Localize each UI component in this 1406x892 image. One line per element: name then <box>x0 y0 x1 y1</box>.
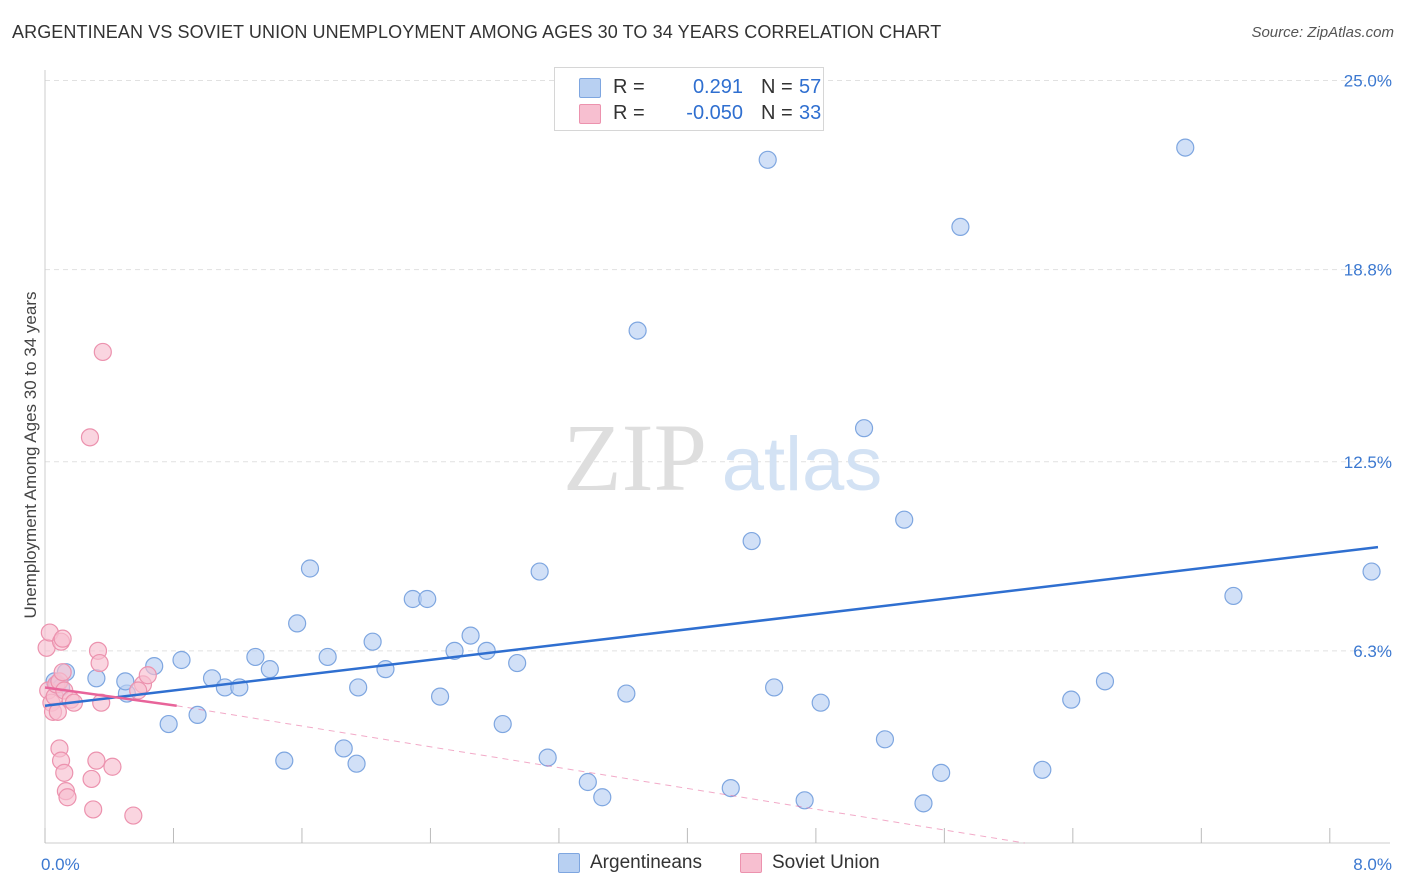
argentineans-point <box>159 714 178 734</box>
argentineans-point <box>418 589 437 609</box>
argentineans-point <box>1362 562 1381 581</box>
argentineans-point <box>275 751 294 770</box>
argentineans-point <box>811 693 830 712</box>
argentineans-point <box>721 778 740 798</box>
argentineans-point <box>854 419 874 438</box>
argentineans-point <box>246 647 265 667</box>
argentineans-point <box>461 626 480 645</box>
soviet-union-point <box>84 800 103 819</box>
scatter-points <box>37 138 1381 825</box>
x-tick-label: 8.0% <box>1353 855 1392 874</box>
argentineans-point <box>116 672 135 691</box>
legend-n-label: N = <box>761 102 793 124</box>
legend-swatch-pink <box>740 853 762 873</box>
argentineans-point <box>758 150 777 169</box>
watermark: ZIP atlas <box>563 404 882 511</box>
argentineans-point <box>493 714 512 734</box>
argentineans-point <box>593 788 612 807</box>
argentineans-point <box>260 660 279 679</box>
trend-lines <box>44 545 1379 844</box>
axis-labels: 6.3% 12.5% 18.8% 25.0% 0.0% 8.0% <box>41 72 1392 875</box>
chart-title: ARGENTINEAN VS SOVIET UNION UNEMPLOYMENT… <box>12 22 942 42</box>
argentineans-point <box>87 669 106 688</box>
argentineans-point <box>363 632 382 651</box>
legend-r-value: -0.050 <box>686 102 743 124</box>
argentineans-point <box>376 660 395 679</box>
soviet-union-point <box>103 757 122 776</box>
source-label: Source: ZipAtlas.com <box>1251 24 1394 41</box>
argentineans-point <box>172 650 191 670</box>
y-tick-label: 18.8% <box>1344 261 1392 280</box>
argentineans-point <box>318 647 337 667</box>
legend-n-value: 33 <box>799 102 822 124</box>
legend-swatch-blue <box>558 853 580 873</box>
soviet-union-point <box>58 788 77 807</box>
correlation-legend: R = 0.291 N = 57 R = -0.050 N = 33 <box>554 67 824 131</box>
argentineans-point <box>347 754 366 773</box>
y-axis-title: Unemployment Among Ages 30 to 34 years <box>21 292 40 619</box>
watermark-atlas: atlas <box>722 422 883 507</box>
axes <box>44 70 1390 844</box>
soviet-union-point <box>90 653 109 673</box>
soviet-union-trend-line <box>44 686 177 707</box>
argentineans-point <box>300 559 320 578</box>
soviet-union-point <box>53 663 72 682</box>
soviet-union-point <box>53 629 72 648</box>
watermark-zip: ZIP <box>563 404 707 511</box>
argentineans-trend-line <box>44 545 1379 707</box>
legend-n-label: N = <box>761 76 793 98</box>
y-tick-label: 25.0% <box>1344 72 1392 91</box>
argentineans-point <box>951 217 970 236</box>
legend-label-argentineans: Argentineans <box>590 852 702 873</box>
legend-r-value: 0.291 <box>692 76 743 98</box>
argentineans-point <box>875 730 895 749</box>
argentineans-point <box>430 687 450 706</box>
legend-n-value: 57 <box>799 76 822 98</box>
soviet-union-point <box>80 428 100 447</box>
argentineans-point <box>578 772 597 792</box>
argentineans-point <box>914 794 933 813</box>
legend-r-label: R = <box>613 76 645 98</box>
argentineans-point <box>445 641 464 660</box>
argentineans-point <box>508 653 527 673</box>
argentineans-point <box>477 641 496 660</box>
argentineans-point <box>1062 690 1081 709</box>
argentineans-point <box>1033 760 1052 779</box>
soviet-union-point <box>138 666 157 685</box>
x-tick-label: 0.0% <box>41 855 80 874</box>
argentineans-point <box>334 739 353 758</box>
soviet-union-trend-line-extension <box>176 705 1025 844</box>
argentineans-point <box>1224 586 1243 606</box>
legend-swatch-blue <box>579 78 601 98</box>
soviet-union-point <box>124 806 143 825</box>
soviet-union-point <box>55 763 74 782</box>
grid-lines <box>45 80 1390 652</box>
argentineans-point <box>628 321 647 340</box>
argentineans-point <box>765 678 784 697</box>
legend-r-label: R = <box>613 102 645 124</box>
argentineans-point <box>617 684 636 703</box>
argentineans-point <box>1176 138 1195 157</box>
legend-label-soviet-union: Soviet Union <box>772 852 880 873</box>
argentineans-point <box>349 678 368 697</box>
legend-swatch-pink <box>579 104 601 124</box>
soviet-union-point <box>93 342 112 362</box>
argentineans-point <box>795 791 814 810</box>
argentineans-point <box>742 531 761 551</box>
argentineans-point <box>1095 672 1115 691</box>
argentineans-point <box>188 705 207 725</box>
argentineans-point <box>538 748 557 767</box>
argentineans-point <box>288 614 307 633</box>
soviet-union-point <box>87 751 106 770</box>
argentineans-point <box>530 562 549 581</box>
argentineans-point <box>895 510 914 529</box>
y-tick-label: 6.3% <box>1353 642 1392 661</box>
y-tick-label: 12.5% <box>1344 453 1392 472</box>
soviet-union-point <box>82 769 101 789</box>
argentineans-point <box>932 763 951 782</box>
